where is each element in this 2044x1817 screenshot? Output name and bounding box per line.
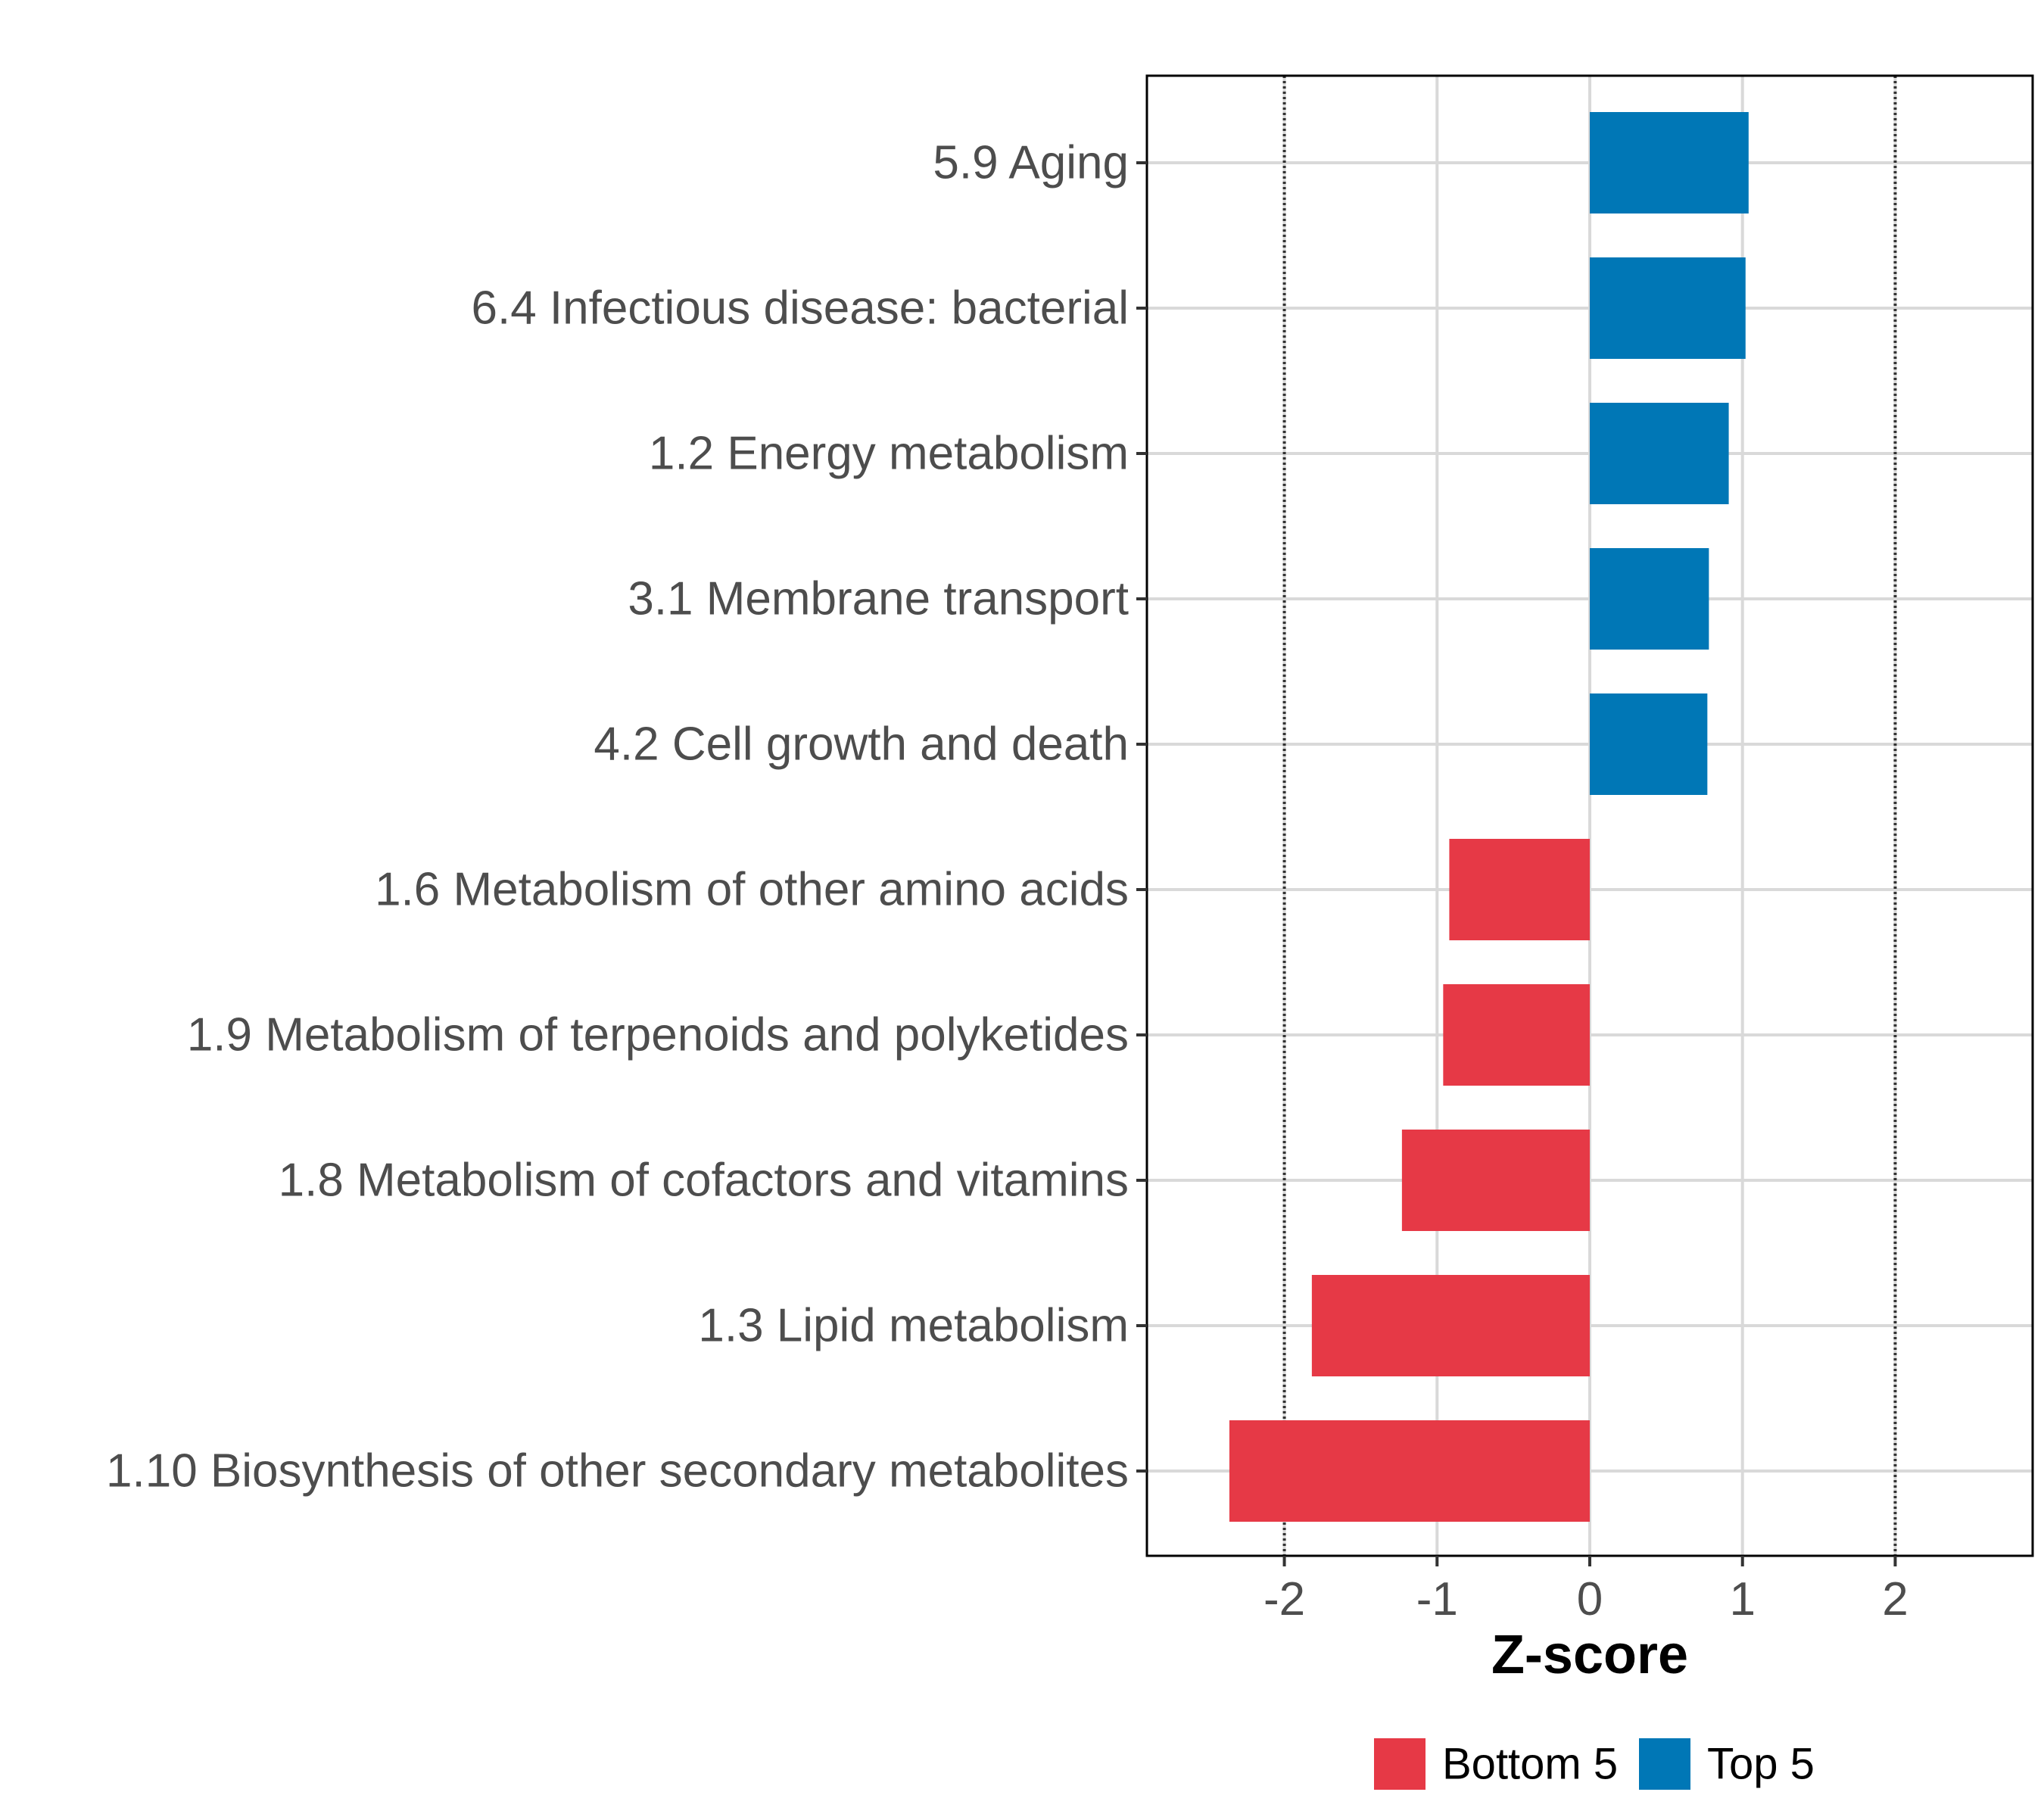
y-tick-label: 6.4 Infectious disease: bacterial	[471, 282, 1129, 335]
bar	[1443, 984, 1590, 1086]
y-tick-label: 5.9 Aging	[933, 137, 1129, 189]
y-tick-label: 1.6 Metabolism of other amino acids	[375, 864, 1129, 916]
bar	[1590, 403, 1729, 504]
y-tick-label: 1.10 Biosynthesis of other secondary met…	[106, 1445, 1129, 1498]
legend-swatch	[1639, 1738, 1690, 1790]
bar	[1449, 839, 1590, 940]
y-axis: 5.9 Aging 6.4 Infectious disease: bacteri…	[106, 137, 1147, 1498]
bar	[1590, 548, 1709, 650]
y-tick-label: 3.1 Membrane transport	[628, 573, 1129, 625]
bar	[1311, 1275, 1590, 1376]
x-tick-label: -2	[1263, 1573, 1305, 1625]
bar	[1590, 257, 1746, 359]
x-axis-title: Z-score	[1491, 1625, 1688, 1685]
y-tick-label: 1.3 Lipid metabolism	[698, 1300, 1129, 1352]
legend-swatch	[1374, 1738, 1426, 1790]
legend-label: Bottom 5	[1442, 1740, 1618, 1789]
y-tick-label: 1.2 Energy metabolism	[649, 428, 1129, 480]
x-tick-label: 1	[1729, 1573, 1755, 1625]
bar	[1590, 693, 1708, 795]
x-tick-label: -1	[1416, 1573, 1458, 1625]
legend: Bottom 5 Top 5	[1374, 1738, 1815, 1790]
legend-label: Top 5	[1707, 1740, 1815, 1789]
bar	[1590, 112, 1749, 213]
bars-layer	[1229, 112, 1749, 1522]
y-tick-label: 1.8 Metabolism of cofactors and vitamins	[279, 1155, 1129, 1207]
bar	[1229, 1420, 1590, 1522]
bar	[1401, 1130, 1590, 1231]
x-axis: -2 -1 0 1 2	[1263, 1556, 1908, 1625]
y-tick-label: 1.9 Metabolism of terpenoids and polyket…	[187, 1009, 1129, 1061]
x-tick-label: 2	[1882, 1573, 1908, 1625]
x-tick-label: 0	[1577, 1573, 1603, 1625]
y-tick-label: 4.2 Cell growth and death	[594, 718, 1129, 771]
